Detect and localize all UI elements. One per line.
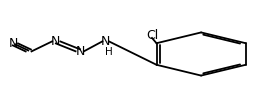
Text: Cl: Cl bbox=[146, 29, 158, 42]
Text: N: N bbox=[51, 35, 60, 48]
Text: N: N bbox=[76, 45, 85, 58]
Text: H: H bbox=[105, 47, 113, 57]
Text: N: N bbox=[101, 35, 110, 48]
Text: N: N bbox=[9, 37, 18, 50]
